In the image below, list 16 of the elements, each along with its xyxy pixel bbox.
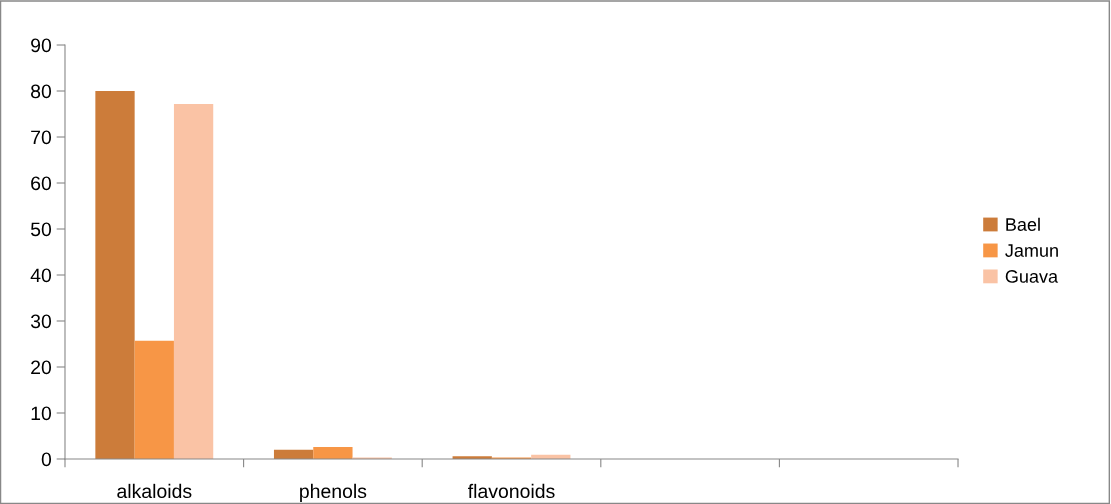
y-tick-label: 10 — [31, 406, 52, 421]
y-tick-label: 60 — [31, 176, 52, 191]
x-tick-label: phenols — [300, 483, 367, 502]
legend-label: Jamun — [1005, 244, 1058, 257]
y-tick-label: 50 — [30, 222, 52, 237]
y-tick-label: 0 — [41, 452, 52, 467]
y-tick-label: 80 — [31, 84, 52, 99]
y-tick-label: 30 — [30, 314, 52, 329]
y-tick-label: 40 — [30, 268, 52, 283]
legend-label: Bael — [1006, 217, 1040, 231]
y-tick-label: 90 — [31, 38, 52, 53]
x-tick-label: flavonoids — [468, 483, 555, 499]
y-tick-label: 70 — [31, 130, 52, 145]
x-tick-label: alkaloids — [117, 483, 192, 499]
legend-label: Guava — [1005, 270, 1059, 283]
y-tick-label: 20 — [31, 360, 52, 375]
